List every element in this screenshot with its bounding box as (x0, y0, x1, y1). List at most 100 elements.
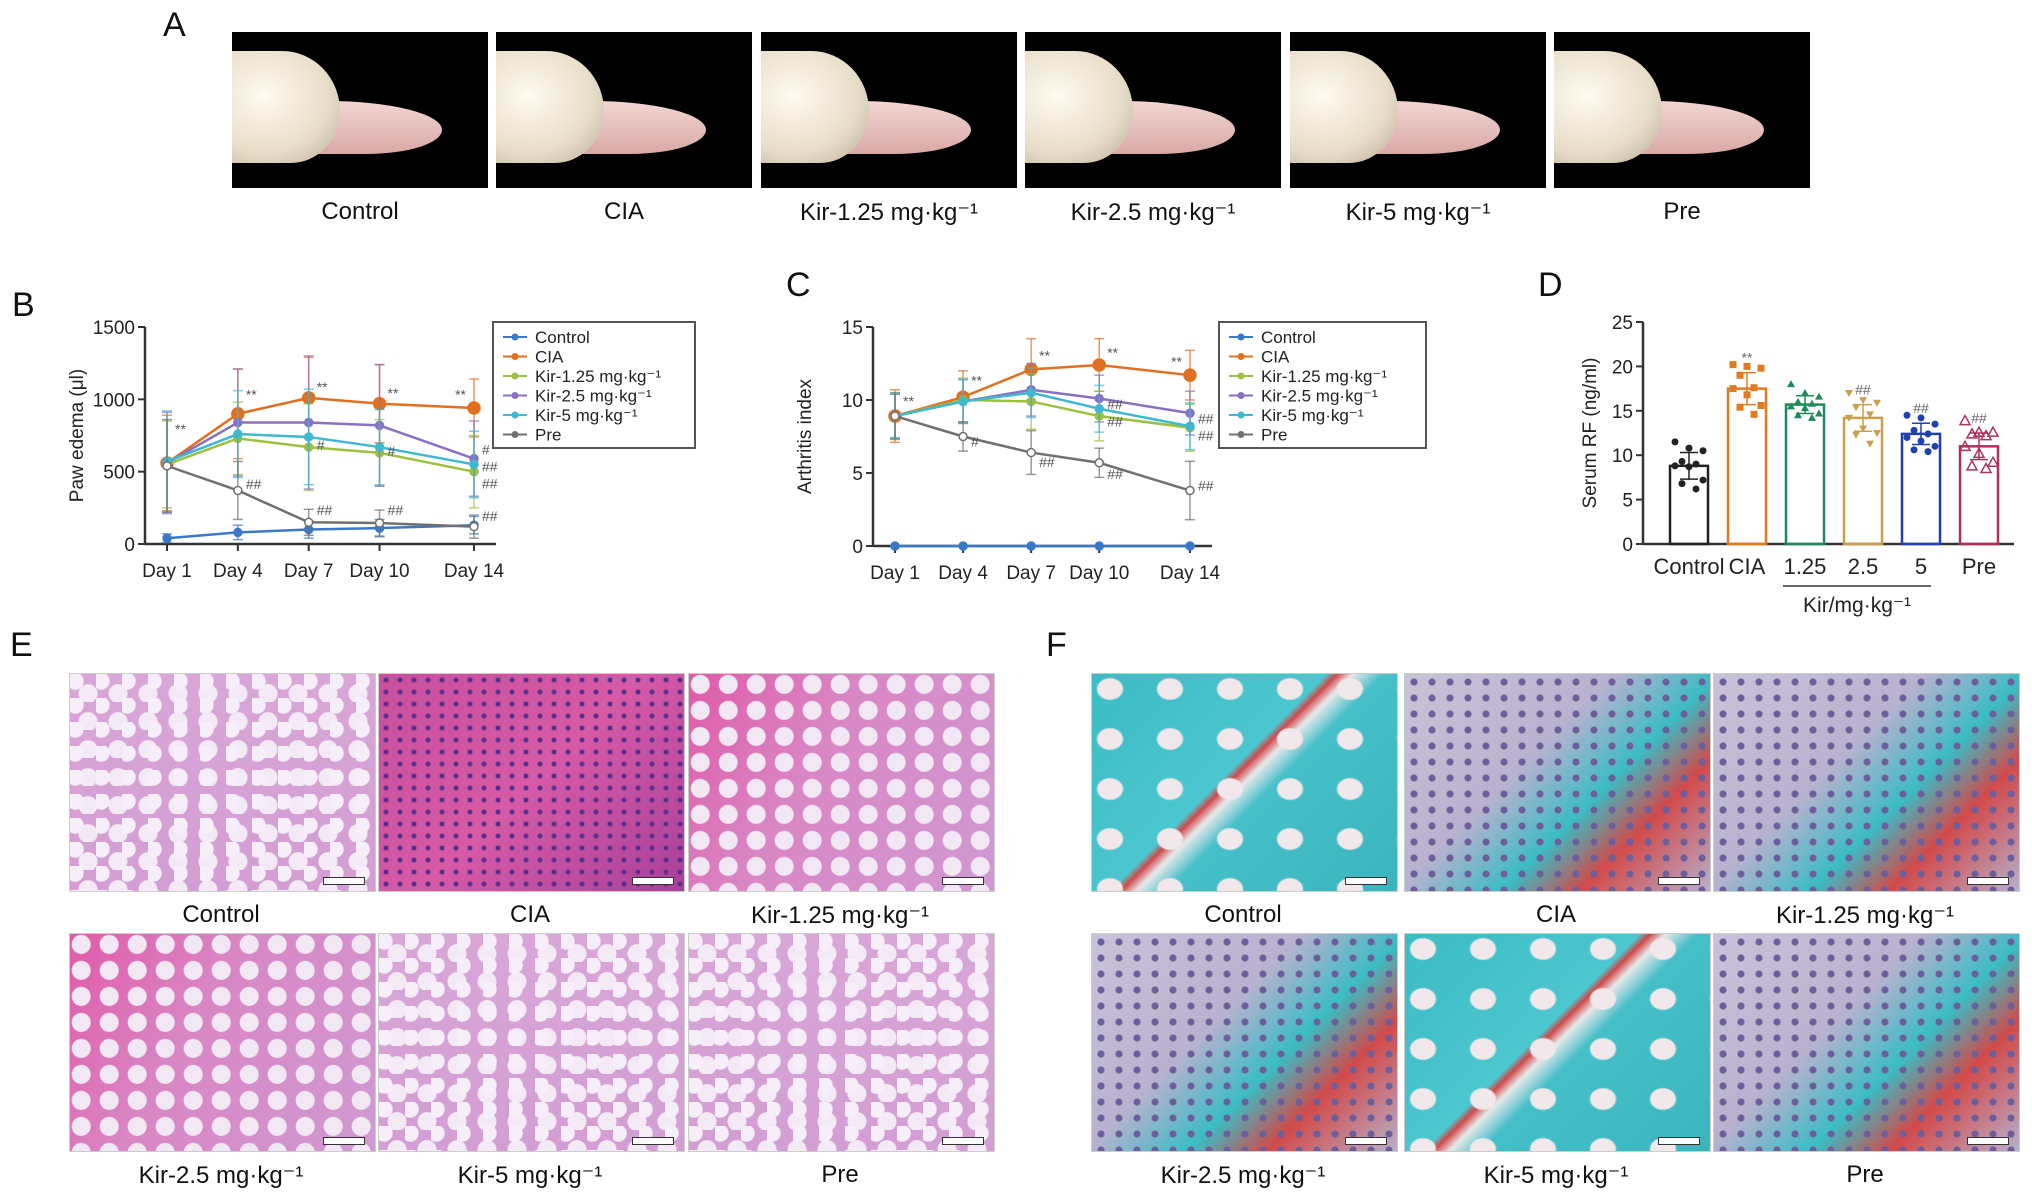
x-tick-label: Day 10 (1069, 563, 1129, 584)
significance-mark: ** (388, 385, 399, 401)
histology-image (1091, 673, 1398, 892)
data-point (1794, 411, 1802, 419)
y-tick-label: 25 (1612, 313, 1633, 334)
data-point (1729, 361, 1737, 369)
y-tick-label: 0 (852, 537, 863, 558)
data-point (374, 518, 385, 528)
histology-caption: Pre (821, 1161, 859, 1188)
legend-marker (1237, 353, 1245, 360)
histology-image (378, 933, 685, 1152)
histology-image (688, 933, 995, 1152)
histology-caption: Kir-5 mg·kg⁻¹ (457, 1162, 603, 1189)
x-tick-label: Day 14 (1160, 563, 1221, 584)
significance-mark: ** (1171, 353, 1182, 369)
data-point (958, 431, 968, 442)
significance-mark: ## (1971, 410, 1987, 426)
data-point (1757, 364, 1765, 372)
series-5 (890, 391, 1195, 521)
x-tick-label: 1.25 (1784, 554, 1827, 579)
data-point (1692, 485, 1700, 493)
data-point (1787, 402, 1795, 410)
significance-mark: ## (482, 458, 498, 474)
y-axis-label: Arthritis index (795, 378, 816, 494)
data-point (1852, 404, 1860, 412)
bar-group-2: 1.25 (1784, 380, 1827, 579)
data-point (1859, 425, 1867, 433)
data-point (890, 541, 900, 551)
data-point (1094, 404, 1104, 414)
scale-bar (632, 1137, 674, 1145)
scale-bar (1345, 1137, 1387, 1145)
data-point (958, 541, 968, 551)
legend-entry: Control (1261, 328, 1316, 347)
data-point (1815, 392, 1823, 400)
scale-bar (942, 877, 984, 885)
fur-shape (1025, 50, 1133, 164)
data-point (1866, 411, 1874, 419)
data-point (1026, 387, 1036, 398)
data-point (1678, 457, 1686, 465)
x-tick-label: Day 7 (284, 561, 334, 582)
data-point (1729, 385, 1737, 393)
y-tick-label: 0 (1622, 535, 1633, 556)
paw-photo (232, 32, 488, 188)
data-point (233, 485, 243, 496)
data-point (1094, 541, 1104, 551)
histology-caption: Control (1204, 901, 1282, 928)
significance-mark: ## (482, 475, 498, 491)
bar-group-0: Control (1654, 438, 1724, 579)
scale-bar (323, 1137, 365, 1145)
data-point (1965, 459, 1979, 471)
histology-caption: Kir-5 mg·kg⁻¹ (1483, 1162, 1629, 1189)
histology-caption: Pre (1846, 1161, 1884, 1188)
data-point (1979, 429, 1993, 441)
data-point (1924, 448, 1932, 456)
bar-group-1: ** CIA (1726, 350, 1768, 579)
data-point (233, 429, 243, 439)
data-point (1699, 476, 1707, 484)
legend-box (492, 321, 696, 449)
histology-caption: Kir-1.25 mg·kg⁻¹ (1775, 902, 1955, 929)
fur-shape (496, 50, 604, 164)
data-point (1026, 541, 1036, 551)
data-point (1903, 411, 1911, 419)
data-point (1750, 384, 1758, 392)
series-2 (890, 372, 1195, 452)
significance-mark: ** (1742, 350, 1753, 366)
panel-label-a: A (163, 6, 186, 44)
x-tick-label: Day 1 (142, 561, 192, 582)
significance-mark: ## (1107, 413, 1123, 429)
line-chart-b: 0 500 1000 1500 Day 1 Day 4 Day 7 Day 10 Day 14 P… (67, 318, 696, 582)
legend-marker (1237, 392, 1245, 399)
data-point (1185, 421, 1195, 432)
y-tick-label: 10 (1612, 446, 1633, 467)
data-point (1972, 446, 1986, 459)
data-point (1866, 440, 1874, 448)
histology-caption: CIA (1535, 901, 1577, 928)
significance-mark: ## (1107, 466, 1123, 482)
data-point (162, 533, 172, 543)
data-point (1678, 480, 1686, 488)
legend-entry: Kir-1.25 mg·kg⁻¹ (535, 367, 661, 386)
data-point (890, 411, 900, 421)
paw-photo (496, 32, 752, 188)
data-point (1965, 427, 1979, 439)
significance-mark: # (482, 441, 490, 457)
series-0 (890, 541, 1195, 551)
y-tick-label: 0 (124, 535, 135, 556)
data-point (1699, 447, 1707, 455)
data-point (1852, 431, 1860, 439)
data-point (1931, 420, 1939, 428)
paw-photo (1554, 32, 1810, 188)
data-point (1787, 380, 1795, 388)
data-point (1910, 446, 1918, 454)
x-tick-label: Day 1 (870, 563, 920, 584)
data-point (303, 432, 314, 442)
data-point (1924, 430, 1932, 438)
significance-mark: # (317, 437, 325, 453)
paw-photo (1025, 32, 1281, 188)
y-tick-label: 1500 (93, 318, 135, 339)
data-point (1092, 358, 1106, 372)
line-chart-c: 0 5 10 15 Day 1 Day 4 Day 7 Day 10 Day 14 Arthrit… (795, 318, 1427, 584)
